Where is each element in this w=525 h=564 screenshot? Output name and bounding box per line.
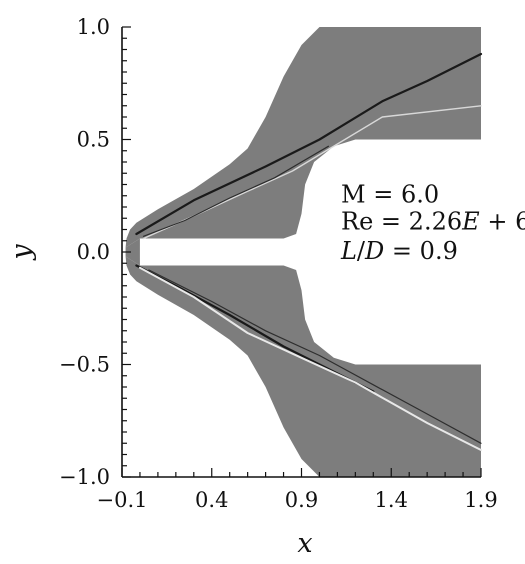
x-tick-label: 0.4 xyxy=(195,488,228,512)
annotations: M = 6.0Re = 2.26E + 6L/D = 0.9 xyxy=(340,181,525,265)
x-tick-label: 0.9 xyxy=(285,488,318,512)
y-axis-title: y xyxy=(6,244,37,261)
x-tick-label: −0.1 xyxy=(97,488,148,512)
upper-bow-shock xyxy=(135,52,483,236)
lower-bow-shock xyxy=(135,264,375,393)
annotation-ld: L/D = 0.9 xyxy=(340,237,458,265)
tick-labels: −0.1 0.4 0.9 1.4 1.9 1.0 0.5 0.0 −0.5 −1.0 xyxy=(59,15,498,512)
x-tick-label: 1.4 xyxy=(375,488,408,512)
annotation-mach: M = 6.0 xyxy=(341,181,439,209)
upper-inner-dark xyxy=(142,145,329,237)
y-tick-label: −1.0 xyxy=(59,465,110,489)
lower-shear-light xyxy=(138,266,482,451)
y-tick-label: −0.5 xyxy=(59,353,110,377)
y-tick-label: 0.5 xyxy=(77,128,110,152)
x-axis-title: x xyxy=(297,528,312,559)
lower-inner-dark xyxy=(148,269,482,444)
flow-field-upper xyxy=(125,27,481,248)
x-tick-label: 1.9 xyxy=(464,488,497,512)
annotation-reynolds: Re = 2.26E + 6 xyxy=(341,208,525,236)
ticks xyxy=(121,26,482,478)
flow-field-nose xyxy=(125,238,140,266)
shock-lines xyxy=(135,52,483,451)
y-tick-label: 1.0 xyxy=(77,15,110,39)
y-tick-label: 0.0 xyxy=(77,240,110,264)
